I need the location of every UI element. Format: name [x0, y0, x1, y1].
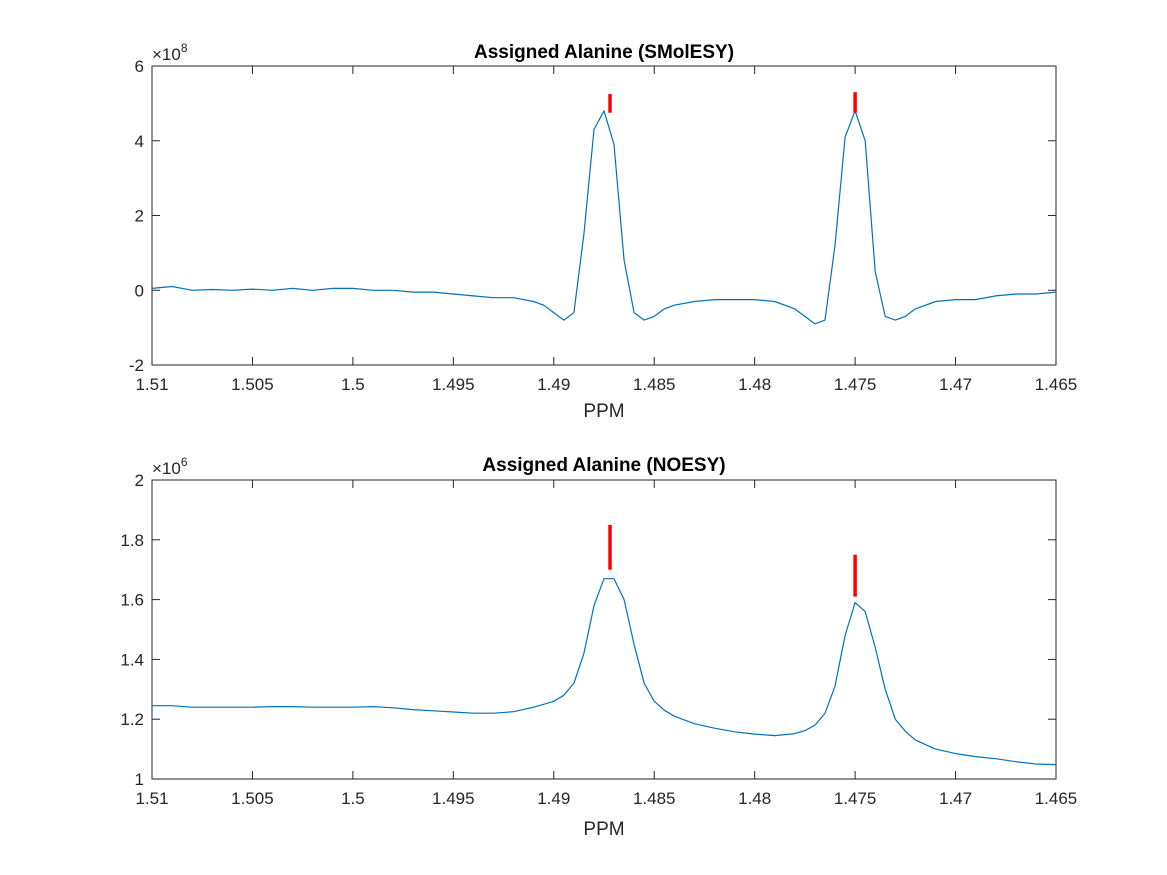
- y-exponent-label: ×108: [152, 41, 188, 64]
- x-axis-label: PPM: [583, 819, 624, 840]
- x-tick-label: 1.51: [135, 789, 168, 808]
- x-tick-label: 1.5: [341, 375, 365, 394]
- x-tick-label: 1.48: [738, 375, 771, 394]
- y-tick-label: -2: [129, 356, 144, 375]
- x-tick-label: 1.485: [633, 375, 676, 394]
- y-tick-label: 2: [135, 207, 144, 226]
- y-tick-label: 1.6: [120, 591, 144, 610]
- smolesy-subplot: Assigned Alanine (SMolESY) ×108 PPM 1.51…: [129, 41, 1077, 422]
- chart-title: Assigned Alanine (NOESY): [482, 455, 725, 476]
- y-tick-label: 1.8: [120, 531, 144, 550]
- x-axis-label: PPM: [583, 401, 624, 422]
- plot-area-frame: [151, 479, 1057, 780]
- y-tick-label: 0: [135, 281, 144, 300]
- y-tick-label: 1.2: [120, 710, 144, 729]
- x-tick-label: 1.475: [834, 789, 877, 808]
- x-tick-label: 1.51: [135, 375, 168, 394]
- spectrum-line: [152, 110, 1056, 325]
- x-tick-label: 1.505: [231, 375, 274, 394]
- noesy-subplot: Assigned Alanine (NOESY) ×106 PPM 1.51 1.…: [120, 455, 1077, 840]
- y-tick-label: 1.4: [120, 650, 144, 669]
- y-tick-label: 2: [135, 471, 144, 490]
- x-tick-label: 1.465: [1035, 789, 1078, 808]
- x-tick-label: 1.495: [432, 375, 475, 394]
- x-tick-label: 1.485: [633, 789, 676, 808]
- x-tick-label: 1.48: [738, 789, 771, 808]
- x-tick-label: 1.495: [432, 789, 475, 808]
- x-tick-label: 1.5: [341, 789, 365, 808]
- x-tick-label: 1.47: [939, 789, 972, 808]
- x-tick-label: 1.49: [537, 375, 570, 394]
- x-tick-label: 1.47: [939, 375, 972, 394]
- y-exponent-label: ×106: [152, 455, 188, 478]
- x-tick-label: 1.465: [1035, 375, 1078, 394]
- chart-title: Assigned Alanine (SMolESY): [474, 42, 734, 63]
- spectrum-line: [152, 578, 1056, 766]
- y-tick-label: 4: [135, 132, 144, 151]
- x-tick-label: 1.49: [537, 789, 570, 808]
- y-tick-label: 6: [135, 57, 144, 76]
- x-tick-label: 1.505: [231, 789, 274, 808]
- x-tick-label: 1.475: [834, 375, 877, 394]
- y-tick-label: 1: [135, 770, 144, 789]
